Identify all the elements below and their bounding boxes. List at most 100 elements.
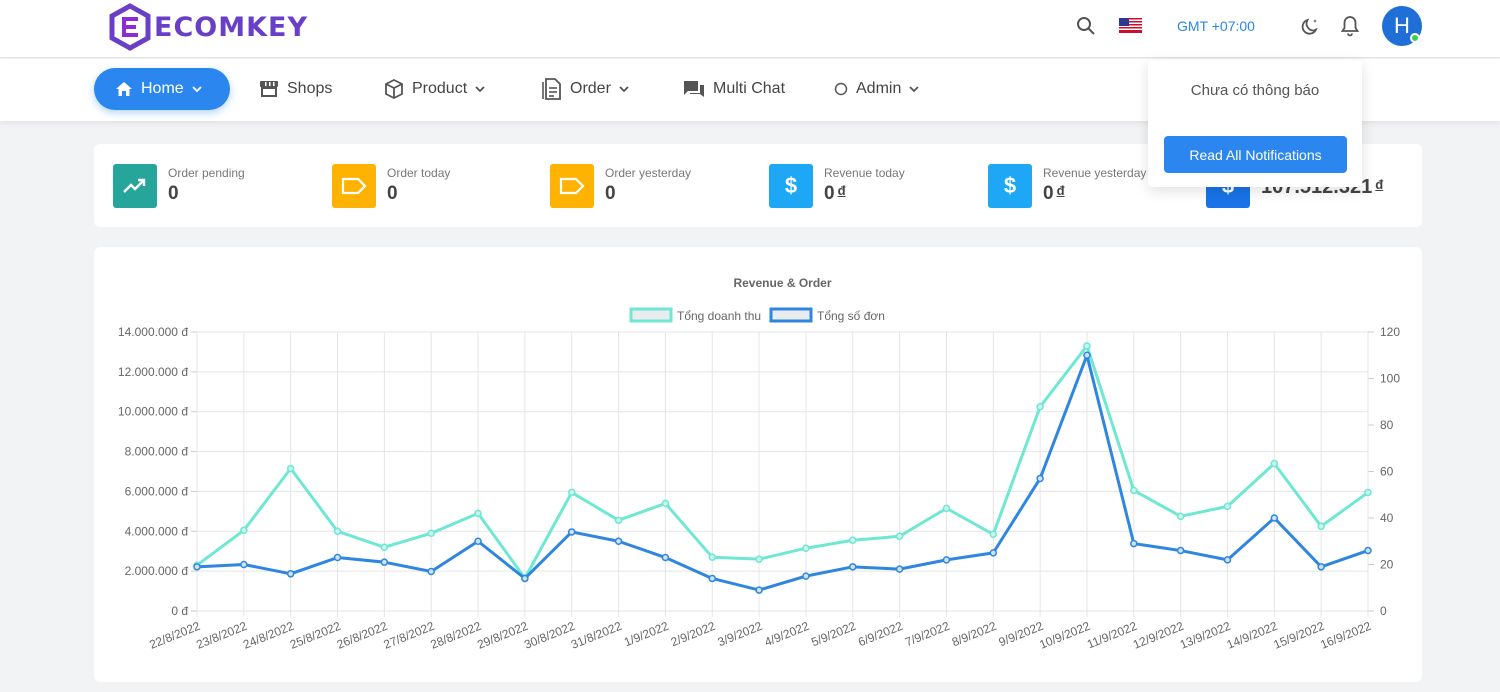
y-left-tick-label: 2.000.000 đ <box>125 564 189 578</box>
nav-order[interactable]: Order <box>542 68 629 110</box>
data-point <box>755 555 763 563</box>
y-left-tick-label: 4.000.000 đ <box>125 524 189 538</box>
data-point <box>1036 402 1044 411</box>
data-point <box>1130 486 1138 495</box>
read-all-notifications-button[interactable]: Read All Notifications <box>1164 136 1347 173</box>
y-left-tick-label: 8.000.000 đ <box>125 445 189 459</box>
y-right-tick-label: 60 <box>1380 465 1394 479</box>
stat-value: 0 <box>387 183 398 204</box>
data-point <box>240 560 248 569</box>
y-right-tick-label: 40 <box>1380 511 1394 525</box>
dark-mode-icon[interactable] <box>1298 14 1322 38</box>
x-tick-label: 26/8/2022 <box>335 619 390 652</box>
series-line <box>196 344 1369 580</box>
data-point <box>1223 556 1232 564</box>
data-point <box>1036 474 1044 483</box>
revenue-order-chart-card: Revenue & Order Tổng doanh thu Tổng số đơn… <box>94 247 1422 682</box>
data-point <box>708 574 716 583</box>
data-point <box>849 563 857 571</box>
data-point <box>614 537 623 545</box>
x-tick-label: 30/8/2022 <box>522 619 577 652</box>
logo-text: ECOMKEY <box>154 11 308 43</box>
y-right-tick-label: 120 <box>1380 325 1400 339</box>
search-icon[interactable] <box>1074 14 1098 38</box>
data-point <box>286 464 295 473</box>
stat-label: Revenue yesterday <box>1043 166 1147 180</box>
chevron-down-icon <box>909 86 919 93</box>
x-tick-label: 22/8/2022 <box>147 619 202 652</box>
x-tick-label: 1/9/2022 <box>622 619 671 650</box>
trending-up-icon <box>113 163 157 208</box>
stat-value: 0 <box>168 183 179 204</box>
data-point <box>1130 539 1138 548</box>
data-point <box>333 527 342 536</box>
y-right-tick-label: 100 <box>1380 372 1400 386</box>
logo[interactable]: ECOMKEY <box>108 3 308 51</box>
x-tick-label: 13/9/2022 <box>1178 619 1233 652</box>
avatar[interactable]: H <box>1382 6 1422 46</box>
data-point <box>474 537 482 545</box>
data-point <box>240 526 248 535</box>
stat-label: Order pending <box>168 166 245 180</box>
series-line <box>196 353 1369 592</box>
nav-shops-label: Shops <box>287 80 333 97</box>
chevron-down-icon <box>475 86 485 93</box>
chevron-down-icon <box>619 86 629 93</box>
dollar-icon: $ <box>769 163 813 208</box>
ecomkey-logo-icon <box>109 3 151 51</box>
data-point <box>1317 522 1325 531</box>
x-tick-label: 11/9/2022 <box>1085 619 1139 652</box>
nav-product[interactable]: Product <box>384 68 485 110</box>
x-tick-label: 5/9/2022 <box>809 619 858 650</box>
data-point <box>989 530 998 539</box>
timezone-label[interactable]: GMT +07:00 <box>1177 18 1255 34</box>
tag-icon <box>332 163 376 208</box>
tag-icon <box>550 163 594 208</box>
x-tick-label: 3/9/2022 <box>716 619 765 650</box>
x-tick-label: 12/9/2022 <box>1131 619 1186 652</box>
data-point <box>521 574 529 583</box>
data-point <box>193 563 201 571</box>
stat-label: Order yesterday <box>605 166 692 180</box>
x-tick-label: 2/9/2022 <box>669 619 718 650</box>
nav-admin-label: Admin <box>856 80 902 97</box>
legend-label: Tổng số đơn <box>817 309 885 323</box>
nav-multi-chat[interactable]: Multi Chat <box>683 68 785 110</box>
x-tick-label: 10/9/2022 <box>1037 619 1092 652</box>
data-point <box>1364 546 1372 555</box>
y-left-tick-label: 10.000.000 đ <box>118 405 188 419</box>
y-left-tick-label: 12.000.000 đ <box>118 365 188 379</box>
x-tick-label: 15/9/2022 <box>1272 619 1327 652</box>
x-tick-label: 27/8/2022 <box>382 619 437 652</box>
x-tick-label: 9/9/2022 <box>997 619 1046 650</box>
data-point <box>614 516 623 525</box>
legend-swatch <box>629 307 673 323</box>
legend-swatch <box>769 307 813 323</box>
nav-home[interactable]: Home <box>94 68 230 110</box>
x-tick-label: 14/9/2022 <box>1225 619 1280 652</box>
online-status-dot <box>1410 33 1420 43</box>
bell-icon[interactable] <box>1338 14 1362 38</box>
notification-dropdown: Chưa có thông báo Read All Notifications <box>1148 60 1362 187</box>
x-tick-label: 7/9/2022 <box>903 619 952 650</box>
stat-order-pending: Order pending 0 <box>113 163 245 208</box>
nav-order-label: Order <box>570 80 611 97</box>
x-tick-label: 16/9/2022 <box>1318 619 1373 652</box>
revenue-order-chart: Revenue & Order Tổng doanh thu Tổng số đơn… <box>118 276 1400 652</box>
stat-label: Revenue today <box>824 166 905 180</box>
us-flag-icon[interactable] <box>1119 18 1142 33</box>
data-point <box>380 558 389 566</box>
data-point <box>1223 502 1232 511</box>
circle-icon <box>834 82 848 96</box>
data-point <box>1083 342 1091 350</box>
nav-shops[interactable]: Shops <box>259 68 332 110</box>
data-point <box>1270 459 1279 468</box>
nav-home-label: Home <box>141 80 184 97</box>
x-tick-label: 6/9/2022 <box>856 619 905 650</box>
data-point <box>849 536 857 545</box>
y-left-tick-label: 0 đ <box>171 604 188 618</box>
nav-admin[interactable]: Admin <box>834 68 919 110</box>
x-tick-label: 24/8/2022 <box>241 619 296 652</box>
data-point <box>427 567 435 576</box>
